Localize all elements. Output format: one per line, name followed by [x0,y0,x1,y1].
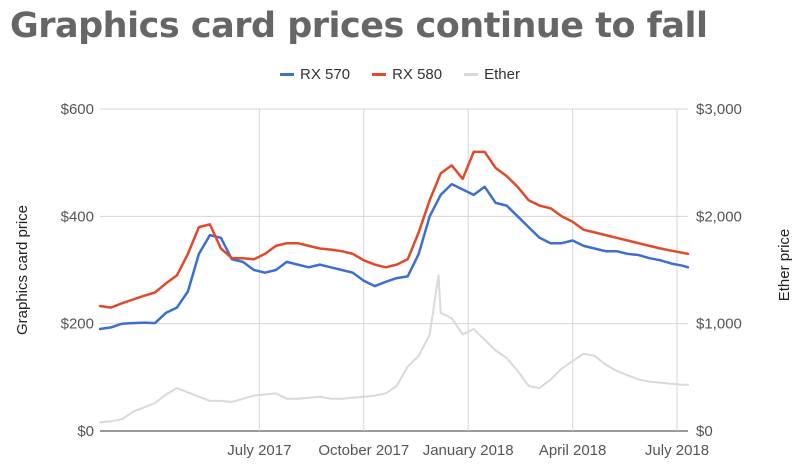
y2-tick-label: $3,000 [696,101,742,118]
series-line-ether [99,274,689,424]
y-tick-label: $200 [61,316,94,333]
y-tick-label: $400 [61,208,94,225]
legend-item-ether[interactable]: Ether [464,66,520,83]
x-tick-label: July 2018 [645,442,709,459]
y2-tick-label: $2,000 [696,208,742,225]
y2-tick-label: $1,000 [696,316,742,333]
x-tick-label: April 2018 [539,442,607,459]
y-tick-label: $0 [77,423,94,440]
y2-axis-title: Ether price [776,229,793,302]
legend-label-rx570: RX 570 [300,66,351,83]
series-line-rx-580 [98,150,690,309]
legend-item-rx580[interactable]: RX 580 [372,66,442,83]
legend-swatch-rx570 [280,73,295,76]
y-tick-label: $600 [61,101,94,118]
x-tick-label: October 2017 [318,442,409,459]
y-axis-title: Graphics card price [14,205,31,335]
legend-item-rx570[interactable]: RX 570 [280,66,350,83]
y2-tick-label: $0 [696,423,713,440]
x-tick-label: January 2018 [423,442,514,459]
x-tick-label: July 2017 [227,442,291,459]
legend-swatch-rx580 [372,73,387,76]
chart-title: Graphics card prices continue to fall [10,6,708,46]
legend-label-rx580: RX 580 [392,66,443,83]
series-line-rx-570 [98,182,690,331]
legend: RX 570 RX 580 Ether [0,66,800,83]
legend-label-ether: Ether [484,66,520,83]
legend-swatch-ether [464,73,479,76]
